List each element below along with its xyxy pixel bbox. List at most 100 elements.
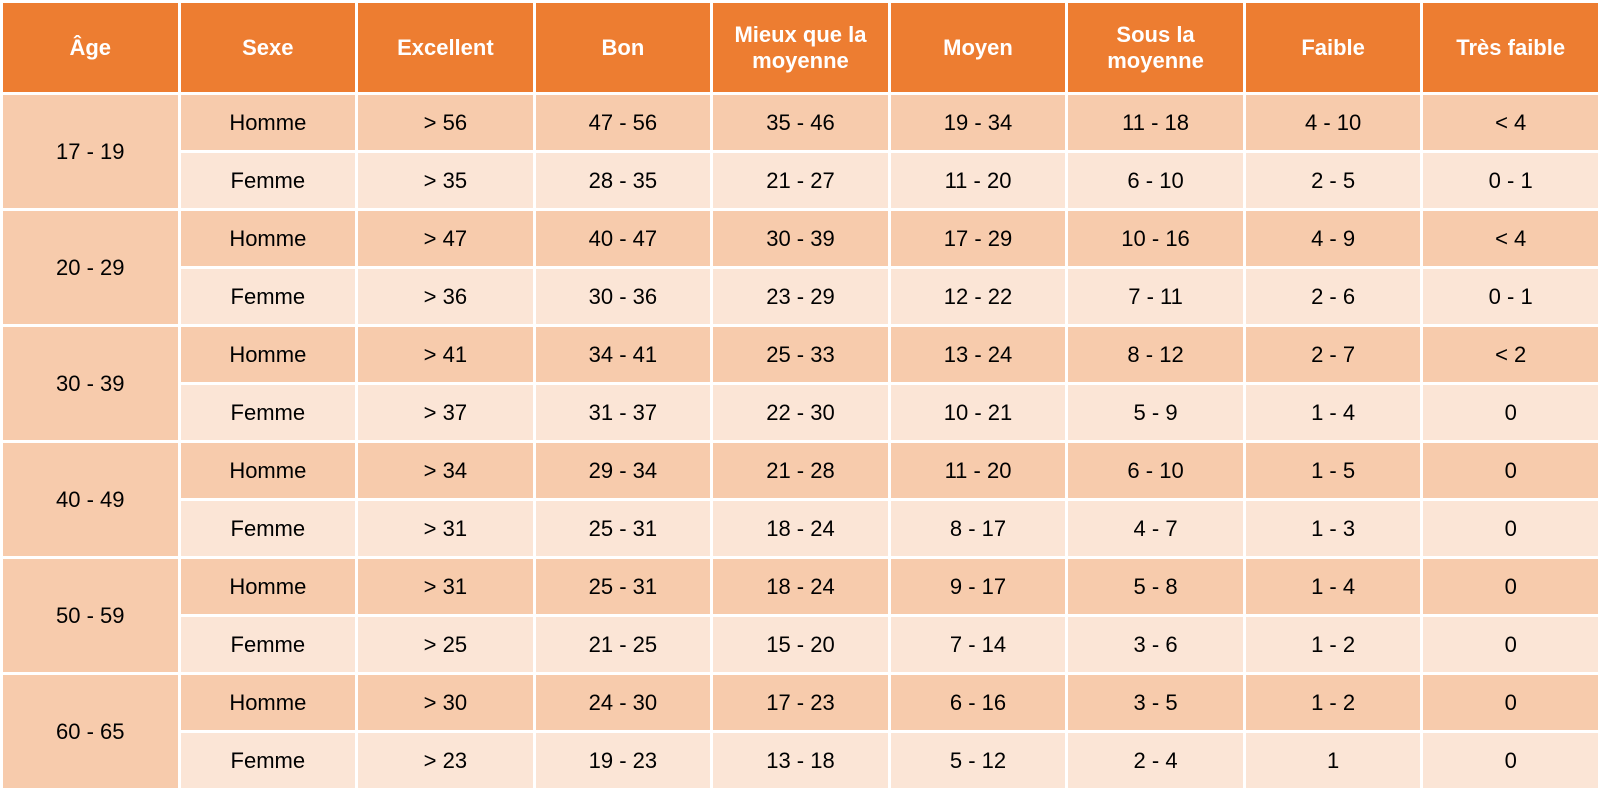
cell-sex: Femme [179,500,357,558]
cell-value: 0 [1422,674,1600,732]
cell-value: 30 - 39 [712,210,890,268]
cell-value: > 25 [357,616,535,674]
cell-value: 17 - 23 [712,674,890,732]
cell-value: 17 - 29 [889,210,1067,268]
fitness-norms-table: Âge Sexe Excellent Bon Mieux que la moye… [0,0,1601,791]
cell-value: 4 - 7 [1067,500,1245,558]
cell-value: > 31 [357,500,535,558]
cell-value: 15 - 20 [712,616,890,674]
cell-age: 40 - 49 [2,442,180,558]
cell-value: 40 - 47 [534,210,712,268]
table-header-row: Âge Sexe Excellent Bon Mieux que la moye… [2,2,1600,94]
cell-sex: Homme [179,326,357,384]
cell-value: 19 - 34 [889,94,1067,152]
cell-value: 24 - 30 [534,674,712,732]
cell-sex: Homme [179,94,357,152]
cell-value: 4 - 9 [1244,210,1422,268]
cell-value: < 4 [1422,94,1600,152]
cell-value: > 37 [357,384,535,442]
table-row: Femme> 3125 - 3118 - 248 - 174 - 71 - 30 [2,500,1600,558]
table-row: 60 - 65Homme> 3024 - 3017 - 236 - 163 - … [2,674,1600,732]
table-row: 40 - 49Homme> 3429 - 3421 - 2811 - 206 -… [2,442,1600,500]
cell-value: 18 - 24 [712,558,890,616]
cell-value: 9 - 17 [889,558,1067,616]
cell-value: > 35 [357,152,535,210]
cell-value: > 31 [357,558,535,616]
cell-value: 2 - 7 [1244,326,1422,384]
cell-sex: Homme [179,210,357,268]
cell-value: 5 - 8 [1067,558,1245,616]
table-row: Femme> 3731 - 3722 - 3010 - 215 - 91 - 4… [2,384,1600,442]
cell-value: > 34 [357,442,535,500]
cell-value: 0 - 1 [1422,268,1600,326]
cell-value: 25 - 33 [712,326,890,384]
cell-value: 1 - 5 [1244,442,1422,500]
cell-value: > 41 [357,326,535,384]
table-row: 17 - 19Homme> 5647 - 5635 - 4619 - 3411 … [2,94,1600,152]
cell-value: 30 - 36 [534,268,712,326]
cell-age: 20 - 29 [2,210,180,326]
cell-value: 21 - 25 [534,616,712,674]
col-header-above-avg: Mieux que la moyenne [712,2,890,94]
cell-value: 13 - 18 [712,732,890,790]
cell-value: 1 - 3 [1244,500,1422,558]
cell-value: 35 - 46 [712,94,890,152]
cell-value: < 2 [1422,326,1600,384]
cell-value: 1 - 2 [1244,674,1422,732]
cell-value: 0 [1422,442,1600,500]
cell-value: > 47 [357,210,535,268]
cell-value: 3 - 6 [1067,616,1245,674]
cell-value: 1 - 4 [1244,384,1422,442]
cell-value: 1 [1244,732,1422,790]
cell-sex: Homme [179,442,357,500]
cell-value: 31 - 37 [534,384,712,442]
cell-value: 29 - 34 [534,442,712,500]
cell-value: 5 - 9 [1067,384,1245,442]
cell-value: 6 - 10 [1067,442,1245,500]
table-row: 50 - 59Homme> 3125 - 3118 - 249 - 175 - … [2,558,1600,616]
cell-value: 1 - 2 [1244,616,1422,674]
table-row: Femme> 2521 - 2515 - 207 - 143 - 61 - 20 [2,616,1600,674]
col-header-average: Moyen [889,2,1067,94]
col-header-good: Bon [534,2,712,94]
cell-value: 0 [1422,732,1600,790]
cell-sex: Femme [179,268,357,326]
cell-value: 7 - 11 [1067,268,1245,326]
cell-value: 21 - 27 [712,152,890,210]
cell-sex: Femme [179,384,357,442]
col-header-excellent: Excellent [357,2,535,94]
table-row: 20 - 29Homme> 4740 - 4730 - 3917 - 2910 … [2,210,1600,268]
cell-value: 1 - 4 [1244,558,1422,616]
cell-value: 18 - 24 [712,500,890,558]
col-header-weak: Faible [1244,2,1422,94]
col-header-very-weak: Très faible [1422,2,1600,94]
cell-value: > 23 [357,732,535,790]
cell-value: < 4 [1422,210,1600,268]
col-header-sex: Sexe [179,2,357,94]
cell-value: 8 - 17 [889,500,1067,558]
table-body: 17 - 19Homme> 5647 - 5635 - 4619 - 3411 … [2,94,1600,790]
cell-sex: Homme [179,674,357,732]
cell-value: 34 - 41 [534,326,712,384]
cell-value: 6 - 10 [1067,152,1245,210]
cell-age: 30 - 39 [2,326,180,442]
table-row: Femme> 3630 - 3623 - 2912 - 227 - 112 - … [2,268,1600,326]
cell-value: 11 - 18 [1067,94,1245,152]
cell-value: 21 - 28 [712,442,890,500]
col-header-age: Âge [2,2,180,94]
cell-age: 50 - 59 [2,558,180,674]
cell-value: 23 - 29 [712,268,890,326]
cell-sex: Femme [179,616,357,674]
cell-sex: Homme [179,558,357,616]
cell-value: 10 - 16 [1067,210,1245,268]
cell-value: 47 - 56 [534,94,712,152]
cell-value: 0 [1422,616,1600,674]
table-row: Femme> 3528 - 3521 - 2711 - 206 - 102 - … [2,152,1600,210]
cell-value: 0 [1422,500,1600,558]
cell-age: 17 - 19 [2,94,180,210]
cell-value: 25 - 31 [534,500,712,558]
table-row: 30 - 39Homme> 4134 - 4125 - 3313 - 248 -… [2,326,1600,384]
col-header-below-avg: Sous la moyenne [1067,2,1245,94]
cell-value: 3 - 5 [1067,674,1245,732]
cell-value: 28 - 35 [534,152,712,210]
